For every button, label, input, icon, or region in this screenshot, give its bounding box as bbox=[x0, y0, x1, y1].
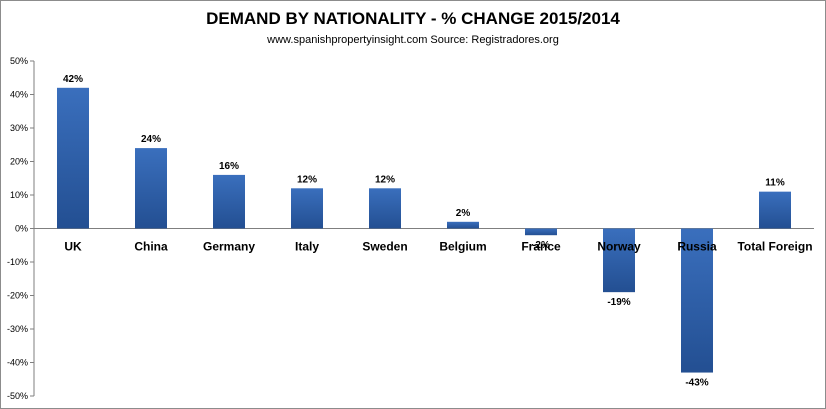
y-tick-label: 20% bbox=[10, 157, 28, 167]
category-label: Total Foreign bbox=[737, 240, 812, 254]
bar bbox=[291, 188, 323, 229]
y-tick-label: -20% bbox=[7, 291, 28, 301]
data-label: 12% bbox=[375, 174, 395, 185]
category-label: UK bbox=[64, 240, 82, 254]
y-tick-label: 0% bbox=[15, 224, 28, 234]
bar bbox=[681, 228, 713, 373]
chart-subtitle: www.spanishpropertyinsight.com Source: R… bbox=[267, 34, 559, 46]
category-label: Belgium bbox=[439, 240, 486, 254]
category-label: Sweden bbox=[362, 240, 407, 254]
data-label: -43% bbox=[685, 378, 708, 389]
data-label: 16% bbox=[219, 161, 239, 172]
y-tick-label: -50% bbox=[7, 391, 28, 401]
y-tick-label: 30% bbox=[10, 123, 28, 133]
y-tick-label: 40% bbox=[10, 90, 28, 100]
data-label: 11% bbox=[765, 178, 785, 189]
data-label: 42% bbox=[63, 74, 83, 85]
data-label: -19% bbox=[607, 297, 630, 308]
data-label: 2% bbox=[456, 208, 471, 219]
y-tick-label: 10% bbox=[10, 190, 28, 200]
bar bbox=[603, 228, 635, 293]
category-label: France bbox=[521, 240, 561, 254]
bar bbox=[213, 174, 245, 229]
data-label: 12% bbox=[297, 174, 317, 185]
data-label: 24% bbox=[141, 134, 161, 145]
category-label: China bbox=[134, 240, 168, 254]
y-tick-label: -10% bbox=[7, 257, 28, 267]
y-tick-label: 50% bbox=[10, 56, 28, 66]
y-tick-label: -40% bbox=[7, 358, 28, 368]
y-tick-label: -30% bbox=[7, 324, 28, 334]
category-label: Norway bbox=[597, 240, 641, 254]
bar bbox=[759, 191, 791, 229]
bar bbox=[447, 221, 479, 229]
bar bbox=[369, 188, 401, 229]
bar bbox=[135, 148, 167, 229]
data-label: -2% bbox=[532, 240, 550, 251]
bar bbox=[57, 87, 89, 229]
category-label: Russia bbox=[677, 240, 717, 254]
bar bbox=[525, 228, 557, 236]
category-label: Germany bbox=[203, 240, 255, 254]
category-label: Italy bbox=[295, 240, 319, 254]
chart-title: DEMAND BY NATIONALITY - % CHANGE 2015/20… bbox=[206, 9, 620, 28]
